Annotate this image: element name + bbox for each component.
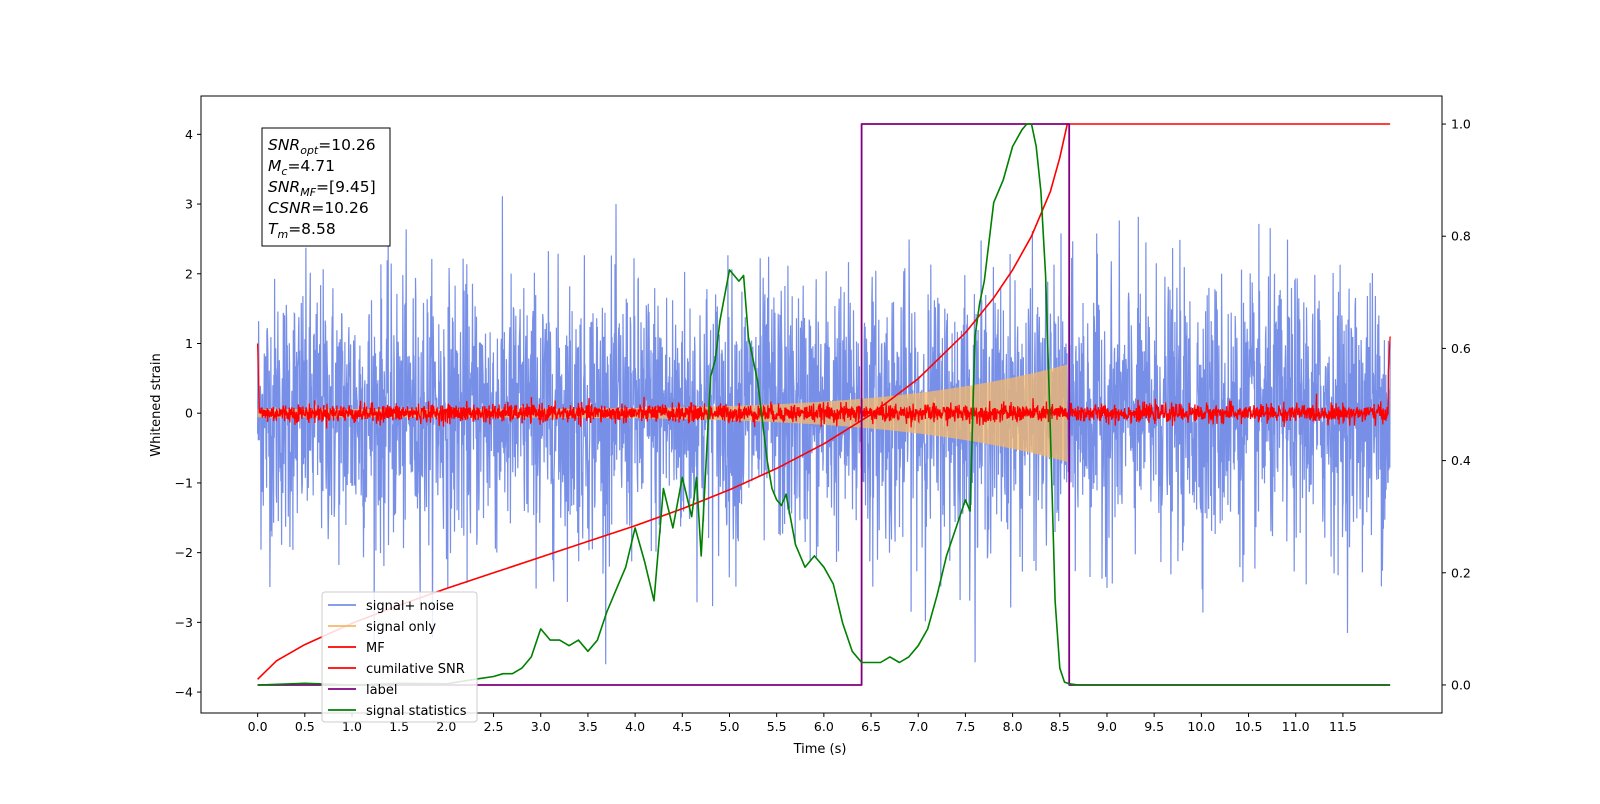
y-left-tick-label: −3 [175,615,193,630]
x-axis-label: Time (s) [793,742,847,757]
x-tick-label: 6.0 [814,719,834,734]
x-tick-label: 2.0 [436,719,456,734]
y-axis-left: −4 −3 −2 −1 0 1 2 3 4 [175,127,201,700]
series-mf [256,336,1391,429]
x-tick-label: 0.0 [248,719,268,734]
series-signal-noise [257,196,1391,665]
legend-label: MF [366,641,385,656]
x-tick-label: 10.5 [1235,719,1263,734]
x-tick-label: 1.0 [342,719,362,734]
x-tick-label: 5.5 [767,719,787,734]
x-tick-label: 8.0 [1003,719,1023,734]
x-tick-label: 4.0 [625,719,645,734]
legend-frame [321,591,478,723]
x-tick-label: 7.5 [955,719,975,734]
legend-label: cumilative SNR [366,662,465,677]
y-left-tick-label: 3 [185,197,193,212]
y-right-tick-label: 0.4 [1451,453,1471,468]
legend-label: signal only [366,620,436,635]
legend: signal+ noise signal only MF cumilative SNR… [321,591,478,723]
annotation-frame [261,127,391,247]
legend-label: label [366,683,397,698]
y-axis-right: 0.0 0.2 0.4 0.6 0.8 1.0 [1442,117,1471,692]
legend-label: signal+ noise [366,599,454,614]
y-right-tick-label: 0.0 [1451,677,1471,692]
x-tick-label: 7.0 [908,719,928,734]
x-tick-label: 11.0 [1282,719,1310,734]
y-left-tick-label: −4 [175,685,193,700]
legend-label: signal statistics [366,704,467,719]
x-tick-label: 8.5 [1050,719,1070,734]
x-tick-label: 6.5 [861,719,881,734]
y-right-tick-label: 1.0 [1451,117,1471,132]
y-left-tick-label: 2 [185,266,193,281]
x-tick-label: 11.5 [1329,719,1357,734]
y-left-tick-label: −2 [175,545,193,560]
x-axis: 0.0 0.5 1.0 1.5 2.0 2.5 3.0 3.5 4.0 4.5 5.0 5.5 6.0 6… [248,713,1357,734]
annotation-line: CSNR=10.26 [268,199,369,217]
annotation-line: Mc=4.71 [268,157,335,178]
y-axis-label: Whitened strain [149,353,164,456]
y-right-tick-label: 0.2 [1451,565,1471,580]
annotation-box: SNRopt=10.26Mc=4.71SNRMF=[9.45]CSNR=10.2… [261,127,391,247]
y-left-tick-label: 0 [185,406,193,421]
x-tick-label: 1.5 [389,719,409,734]
x-tick-label: 2.5 [484,719,504,734]
x-tick-label: 3.5 [578,719,598,734]
series-signal-statistics [257,123,1391,686]
y-left-tick-label: 1 [185,336,193,351]
y-left-tick-label: 4 [185,127,193,142]
x-tick-label: 5.0 [720,719,740,734]
x-tick-label: 4.5 [672,719,692,734]
x-tick-label: 9.5 [1144,719,1164,734]
x-tick-label: 9.0 [1097,719,1117,734]
x-tick-label: 0.5 [295,719,315,734]
y-right-tick-label: 0.6 [1451,341,1471,356]
plot-frame [200,95,1443,714]
x-tick-label: 10.0 [1187,719,1215,734]
annotation-line: SNRopt=10.26 [268,136,376,157]
x-tick-label: 3.0 [531,719,551,734]
y-right-tick-label: 0.8 [1451,229,1471,244]
annotation-line: Tm=8.58 [268,220,336,241]
annotation-line: SNRMF=[9.45] [268,178,376,199]
y-left-tick-label: −1 [175,475,193,490]
